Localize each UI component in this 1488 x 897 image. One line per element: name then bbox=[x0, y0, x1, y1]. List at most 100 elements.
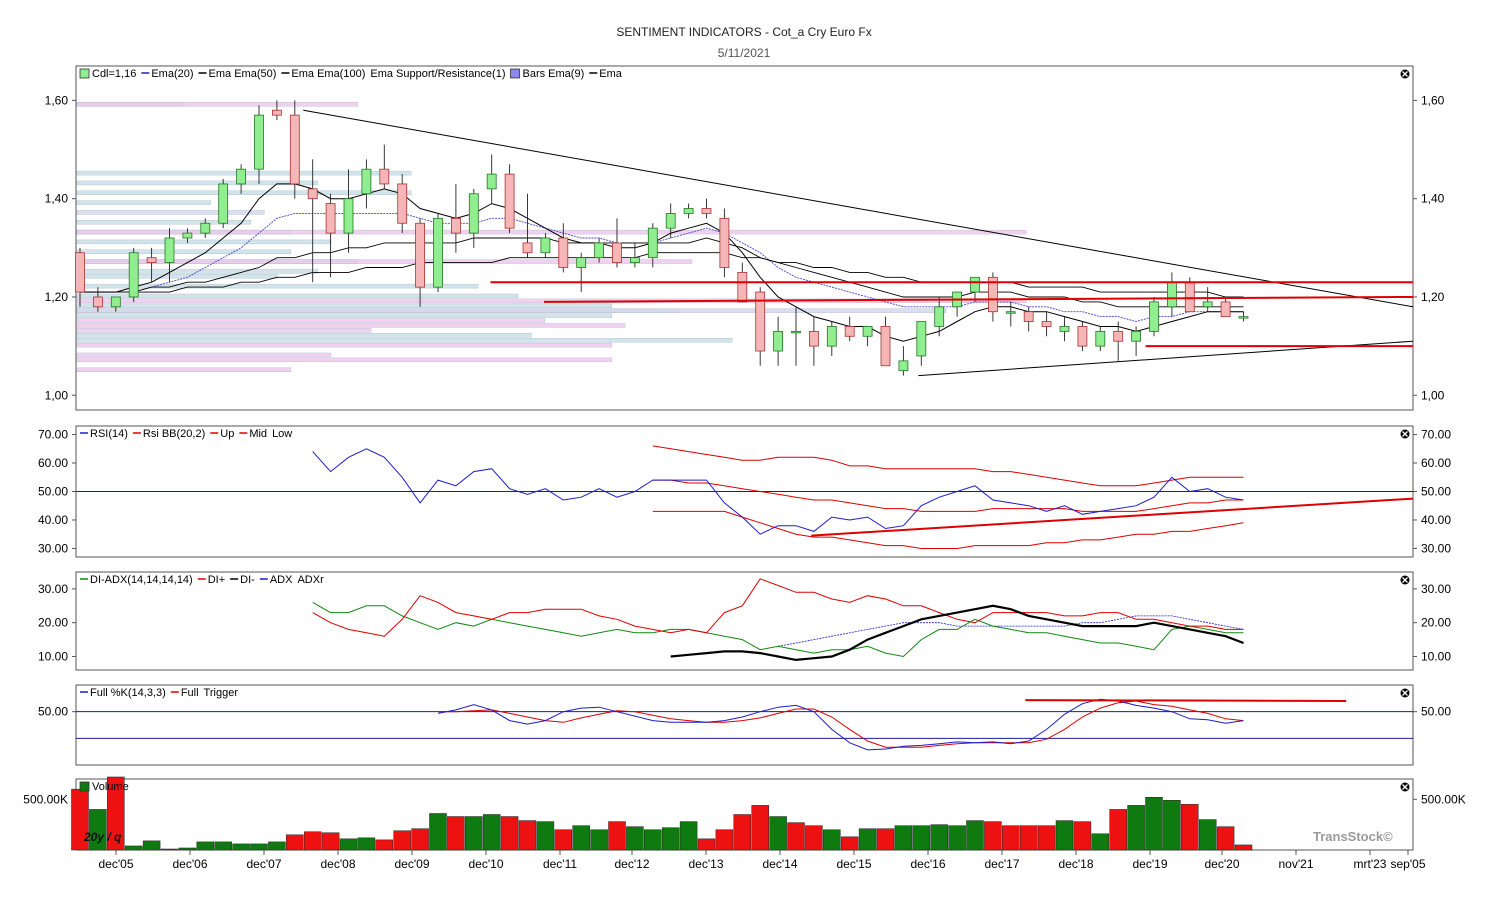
volume-bar bbox=[930, 824, 948, 851]
volume-by-price-bar bbox=[76, 313, 612, 318]
volume-bar bbox=[214, 841, 232, 851]
brand-watermark: TransStock© bbox=[1313, 829, 1393, 844]
legend-label: ADX bbox=[270, 574, 293, 586]
candle bbox=[146, 257, 157, 263]
y-tick-left: 1,40 bbox=[45, 192, 69, 206]
di-minus-line bbox=[312, 578, 1244, 637]
di-plus-line bbox=[312, 601, 1244, 658]
candle bbox=[307, 188, 318, 200]
candle bbox=[880, 326, 891, 367]
volume-bar bbox=[393, 830, 411, 851]
pane-frame-2 bbox=[75, 571, 1414, 671]
adx-line bbox=[670, 604, 1244, 662]
x-tick-label: dec'07 bbox=[247, 857, 282, 871]
candle bbox=[594, 242, 604, 259]
volume-bar bbox=[500, 816, 519, 851]
x-tick-label: dec'12 bbox=[615, 857, 650, 871]
candle bbox=[522, 242, 533, 254]
x-tick-label: dec'16 bbox=[911, 857, 946, 871]
volume-bar bbox=[769, 816, 787, 851]
trend-line bbox=[303, 109, 1414, 308]
y-tick-left: 1,00 bbox=[45, 388, 69, 402]
legend-label: Ema bbox=[599, 68, 623, 80]
volume-by-price-bar bbox=[76, 274, 278, 279]
candle bbox=[1220, 301, 1231, 318]
volume-bar bbox=[876, 828, 895, 851]
candle bbox=[612, 242, 622, 263]
y-tick-right: 1,20 bbox=[1421, 290, 1445, 304]
y-tick-left: 70.00 bbox=[38, 428, 68, 442]
candle bbox=[665, 213, 676, 229]
y-tick-left: 30.00 bbox=[38, 541, 68, 555]
volume-by-price-bar bbox=[76, 352, 332, 358]
volume-bar bbox=[966, 820, 984, 851]
candle bbox=[486, 173, 497, 190]
candle bbox=[236, 168, 247, 185]
x-tick-label: dec'11 bbox=[543, 857, 577, 871]
legend-label: Volume bbox=[92, 781, 129, 793]
volume-bar bbox=[1037, 825, 1056, 851]
volume-bar bbox=[805, 825, 823, 851]
volume-bar bbox=[948, 825, 966, 851]
candle bbox=[1095, 330, 1106, 347]
y-tick-left: 50.00 bbox=[38, 705, 68, 719]
legend-label: Cdl=1,16 bbox=[92, 68, 136, 80]
candle bbox=[576, 257, 587, 268]
legend-label: Ema Ema(50) bbox=[209, 68, 277, 80]
volume-bar bbox=[661, 827, 680, 851]
candle bbox=[719, 217, 730, 268]
y-tick-right: 30.00 bbox=[1421, 582, 1451, 596]
volume-bar bbox=[250, 843, 268, 851]
volume-bar bbox=[858, 828, 877, 851]
candle bbox=[701, 208, 712, 214]
volume-bar bbox=[1198, 819, 1217, 851]
y-tick-right: 30.00 bbox=[1421, 541, 1451, 555]
candle bbox=[558, 237, 569, 268]
candle bbox=[1041, 321, 1052, 327]
legend-label: DI- bbox=[240, 574, 255, 586]
close-icon-cross bbox=[1402, 784, 1408, 790]
volume-bar bbox=[1181, 804, 1199, 851]
candle bbox=[450, 217, 461, 234]
volume-bar bbox=[1145, 797, 1163, 851]
candle bbox=[289, 114, 300, 185]
volume-bar bbox=[1234, 844, 1253, 851]
volume-bar bbox=[1216, 826, 1235, 851]
bb-mid-line bbox=[652, 479, 1244, 512]
ema50-line bbox=[80, 237, 1244, 308]
candle bbox=[343, 198, 354, 234]
volume-bar bbox=[536, 821, 555, 851]
volume-bar bbox=[1019, 825, 1038, 851]
y-tick-left: 20.00 bbox=[38, 616, 68, 630]
x-tick-label: dec'19 bbox=[1133, 857, 1168, 871]
candle bbox=[826, 326, 837, 347]
candle bbox=[1059, 326, 1070, 332]
volume-bar bbox=[232, 843, 250, 851]
volume-bar bbox=[303, 831, 322, 851]
legend-label: DI-ADX(14,14,14,14) bbox=[90, 574, 193, 586]
candle bbox=[415, 222, 426, 288]
legend-swatch bbox=[79, 781, 90, 792]
legend-label: Trigger bbox=[204, 687, 239, 699]
y-tick-left: 1,60 bbox=[45, 93, 69, 107]
volume-bar bbox=[894, 825, 913, 851]
stoch-resistance-line bbox=[1025, 699, 1347, 702]
x-tick-label: dec'18 bbox=[1059, 857, 1094, 871]
ema100-line bbox=[80, 252, 1244, 298]
volume-by-price-bar bbox=[76, 210, 265, 215]
volume-bar bbox=[411, 828, 429, 851]
candle bbox=[325, 203, 336, 234]
legend-swatch bbox=[79, 68, 90, 79]
volume-bar bbox=[196, 841, 215, 851]
volume-bar bbox=[178, 847, 197, 851]
legend-label: Ema Support/Resistance(1) bbox=[370, 68, 505, 80]
stoch-trigger-line bbox=[438, 700, 1244, 748]
candle bbox=[773, 330, 783, 352]
legend-label: Up bbox=[220, 428, 234, 440]
volume-bar bbox=[787, 822, 805, 851]
volume-by-price-bar bbox=[76, 333, 532, 338]
candle bbox=[737, 271, 748, 303]
candle bbox=[93, 296, 103, 308]
ema20-line bbox=[80, 183, 1244, 342]
